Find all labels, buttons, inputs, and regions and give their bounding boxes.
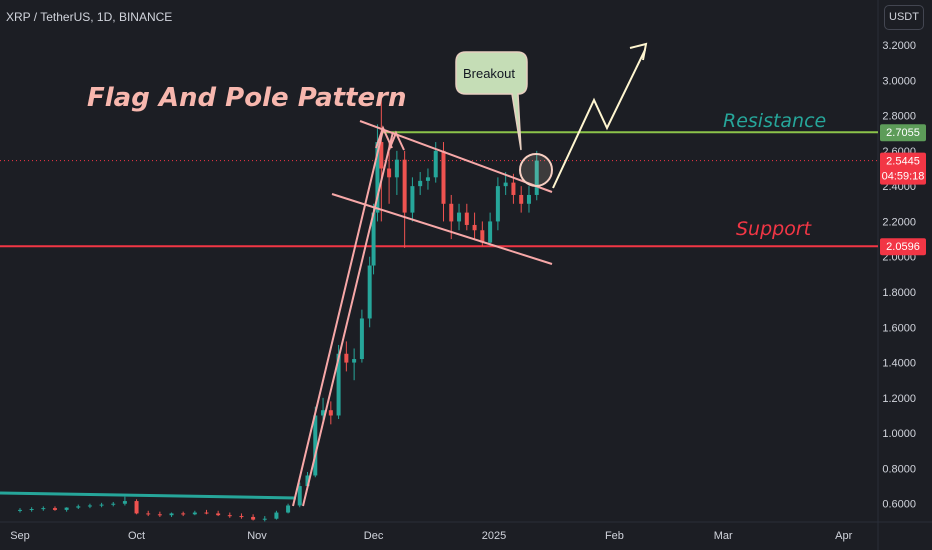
candle	[169, 512, 174, 517]
candle	[425, 168, 430, 190]
candle	[76, 504, 81, 510]
x-tick-label: Mar	[714, 530, 733, 542]
resistance-price-value: 2.7055	[886, 127, 920, 139]
candle	[464, 203, 469, 231]
y-tick-label: 1.2000	[882, 393, 916, 405]
candle	[204, 509, 209, 515]
breakout-label: Breakout	[463, 66, 515, 81]
candle	[41, 506, 46, 511]
candle	[52, 506, 57, 511]
candle	[457, 203, 462, 231]
candle	[441, 142, 446, 222]
candle	[87, 503, 92, 509]
flag-channel-top	[359, 120, 553, 193]
y-tick-label: 3.2000	[882, 40, 916, 52]
y-tick-label: 1.8000	[882, 287, 916, 299]
current-price-tag: 2.5445 04:59:18	[880, 152, 926, 185]
candle	[64, 507, 69, 512]
x-tick-label: Oct	[128, 530, 145, 542]
candle	[157, 511, 162, 517]
candle	[239, 513, 244, 519]
candle	[216, 510, 221, 517]
y-tick-label: 3.0000	[882, 75, 916, 87]
x-tick-label: Feb	[605, 530, 624, 542]
pole-line-right	[302, 131, 394, 507]
pole-arrow-head-2	[388, 130, 405, 151]
candle-countdown: 04:59:18	[882, 171, 925, 183]
candle	[519, 186, 524, 213]
candle	[192, 510, 197, 516]
projection-arrow-head	[629, 42, 648, 61]
x-tick-label: Dec	[364, 530, 384, 542]
candle	[122, 496, 127, 506]
candle	[418, 172, 423, 195]
x-tick-label: Apr	[835, 530, 852, 542]
candle	[526, 186, 531, 213]
price-scale[interactable]	[878, 0, 932, 550]
candle	[472, 212, 477, 240]
symbol-title: XRP / TetherUS, 1D, BINANCE	[6, 10, 172, 24]
currency-button[interactable]: USDT	[884, 5, 924, 30]
resistance-price-tag: 2.7055	[880, 124, 926, 142]
candle	[495, 177, 500, 231]
candle	[328, 401, 333, 425]
projection-path	[552, 49, 646, 189]
x-tick-label: Sep	[10, 530, 30, 542]
candle	[359, 309, 364, 363]
candle	[313, 406, 318, 478]
candle	[367, 256, 372, 328]
candle	[99, 502, 104, 508]
candle	[375, 124, 380, 222]
pole-line-left	[292, 129, 384, 507]
y-tick-label: 0.8000	[882, 463, 916, 475]
support-label: Support	[736, 218, 813, 240]
y-tick-label: 2.2000	[882, 216, 916, 228]
candle	[111, 501, 116, 507]
candle	[134, 499, 139, 515]
candle	[29, 507, 34, 512]
current-price-value: 2.5445	[886, 156, 920, 168]
candle	[262, 516, 267, 522]
candle	[274, 510, 279, 520]
candle	[410, 177, 415, 222]
candle	[286, 503, 291, 514]
x-axis-ticks: Sep Oct Nov Dec 2025 Feb Mar Apr	[10, 530, 852, 542]
candle	[297, 482, 302, 508]
y-tick-label: 2.8000	[882, 111, 916, 123]
support-price-value: 2.0596	[886, 241, 920, 253]
candlestick-series	[18, 97, 539, 522]
resistance-label: Resistance	[723, 110, 826, 132]
candle	[379, 97, 384, 222]
x-tick-label: Nov	[247, 530, 267, 542]
base-trend-line	[0, 491, 297, 500]
candle	[344, 341, 349, 372]
x-tick-label: 2025	[482, 530, 506, 542]
pattern-title: Flag And Pole Pattern	[87, 83, 406, 113]
y-tick-label: 1.4000	[882, 358, 916, 370]
support-price-tag: 2.0596	[880, 238, 926, 256]
candle	[402, 150, 407, 248]
candle	[251, 514, 256, 521]
candle	[146, 510, 151, 517]
candle	[227, 512, 232, 518]
candle	[488, 212, 493, 247]
candle	[352, 348, 357, 381]
candle	[18, 508, 22, 513]
plot-area[interactable]	[0, 0, 878, 522]
candle	[181, 511, 186, 517]
pole-arrow-head	[375, 125, 393, 149]
y-tick-label: 1.0000	[882, 428, 916, 440]
candle	[394, 150, 399, 195]
y-tick-label: 1.6000	[882, 322, 916, 334]
y-tick-label: 0.6000	[882, 499, 916, 511]
flag-channel-bottom	[331, 193, 553, 265]
breakout-circle	[519, 153, 553, 187]
candle	[534, 150, 539, 201]
breakout-callout	[455, 51, 528, 151]
